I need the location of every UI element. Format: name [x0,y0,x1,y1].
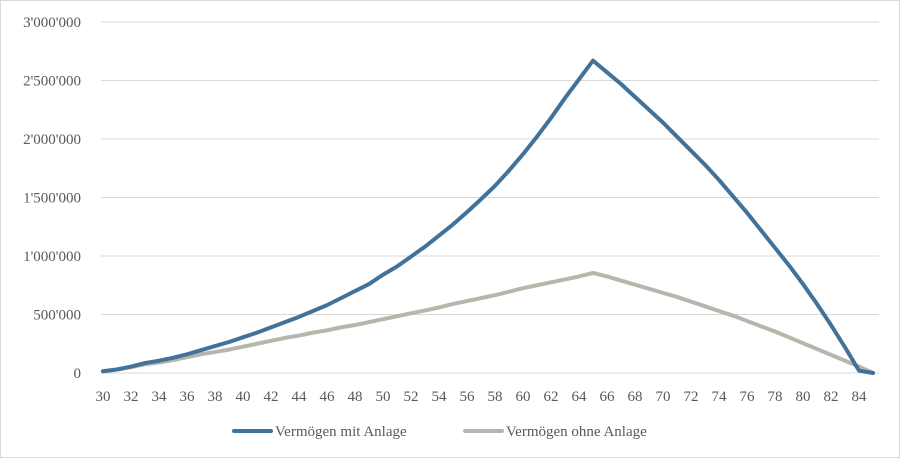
x-tick-label: 46 [320,389,336,405]
x-tick-label: 56 [460,389,476,405]
y-tick-label: 2'000'000 [23,132,81,148]
y-axis-tick-labels: 0 500'000 1'000'000 1'500'000 2'000'000 2'500… [23,15,81,382]
x-tick-label: 48 [348,389,363,405]
x-tick-label: 30 [96,389,111,405]
x-tick-label: 60 [516,389,531,405]
series-lines [101,58,875,375]
x-tick-label: 58 [488,389,503,405]
x-tick-label: 78 [768,389,783,405]
x-tick-label: 62 [544,389,559,405]
x-tick-label: 32 [124,389,139,405]
y-tick-label: 2'500'000 [23,74,81,90]
x-tick-label: 50 [376,389,391,405]
x-tick-label: 70 [656,389,671,405]
y-tick-label: 0 [74,366,82,382]
x-tick-label: 44 [292,389,308,405]
x-tick-label: 72 [684,389,699,405]
x-tick-label: 36 [180,389,196,405]
legend-label-vermoegen-mit-anlage: Vermögen mit Anlage [275,424,407,440]
x-tick-label: 40 [236,389,251,405]
y-tick-label: 500'000 [33,308,81,324]
series-line-vermoegen-mit-anlage [101,58,875,375]
gridlines [101,21,879,374]
y-tick-label: 3'000'000 [23,15,81,31]
x-axis-tick-labels: 30 32 34 36 38 40 42 44 46 48 50 52 54 56 58 60 62 64 66 68… [96,389,868,405]
x-tick-label: 52 [404,389,419,405]
y-tick-label: 1'500'000 [23,191,81,207]
x-tick-label: 80 [796,389,811,405]
x-tick-label: 68 [628,389,643,405]
legend-label-vermoegen-ohne-anlage: Vermögen ohne Anlage [506,424,647,440]
x-tick-label: 34 [152,389,168,405]
series-line-vermoegen-ohne-anlage [101,270,875,375]
x-tick-label: 76 [740,389,756,405]
y-tick-label: 1'000'000 [23,249,81,265]
x-tick-label: 64 [572,389,588,405]
x-tick-label: 38 [208,389,223,405]
x-tick-label: 42 [264,389,279,405]
x-tick-label: 74 [712,389,728,405]
legend: Vermögen mit Anlage Vermögen ohne Anlage [232,424,647,440]
x-tick-label: 84 [852,389,868,405]
x-tick-label: 66 [600,389,616,405]
x-tick-label: 82 [824,389,839,405]
x-tick-label: 54 [432,389,448,405]
